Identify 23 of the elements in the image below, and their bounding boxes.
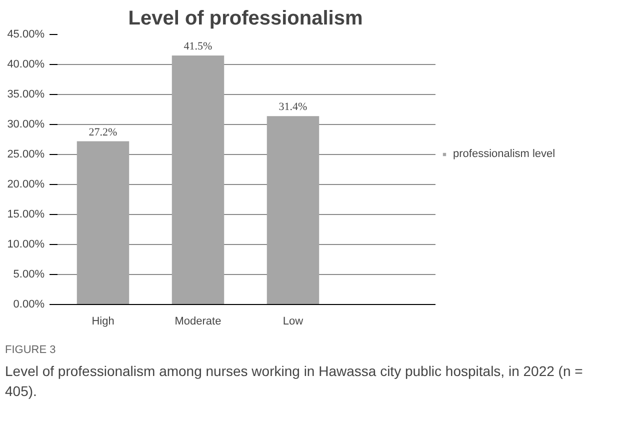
y-tick-label: 25.00% <box>7 148 45 160</box>
bar <box>76 141 130 304</box>
y-tick-label: 20.00% <box>7 178 45 190</box>
y-tick-label: 30.00% <box>7 118 45 130</box>
data-label: 31.4% <box>278 101 308 114</box>
caption: FIGURE 3 <box>5 343 57 358</box>
bar <box>172 56 224 304</box>
chart-title: Level of professionalism <box>128 8 363 30</box>
x-tick-label: High <box>92 316 114 328</box>
y-tick-label: 15.00% <box>7 208 45 220</box>
y-tick-label: 0.00% <box>13 298 45 310</box>
y-tick-label: 10.00% <box>7 238 45 250</box>
legend-label: professionalism level <box>453 148 556 160</box>
text: Level of professionalism among nurses working in Hawassa city public hospitals, in 2022 (n = 405). <box>5 362 584 401</box>
bar <box>266 116 320 304</box>
data-label: 27.2% <box>88 126 118 138</box>
y-tick-label: 35.00% <box>7 88 45 100</box>
x-tick-label: Low <box>282 316 304 328</box>
y-tick-label: 40.00% <box>7 58 45 70</box>
x-tick-label: Moderate <box>174 316 222 328</box>
y-tick-label: 45.00% <box>7 28 45 40</box>
y-tick-label: 5.00% <box>13 268 45 280</box>
data-label: 41.5% <box>184 40 212 52</box>
